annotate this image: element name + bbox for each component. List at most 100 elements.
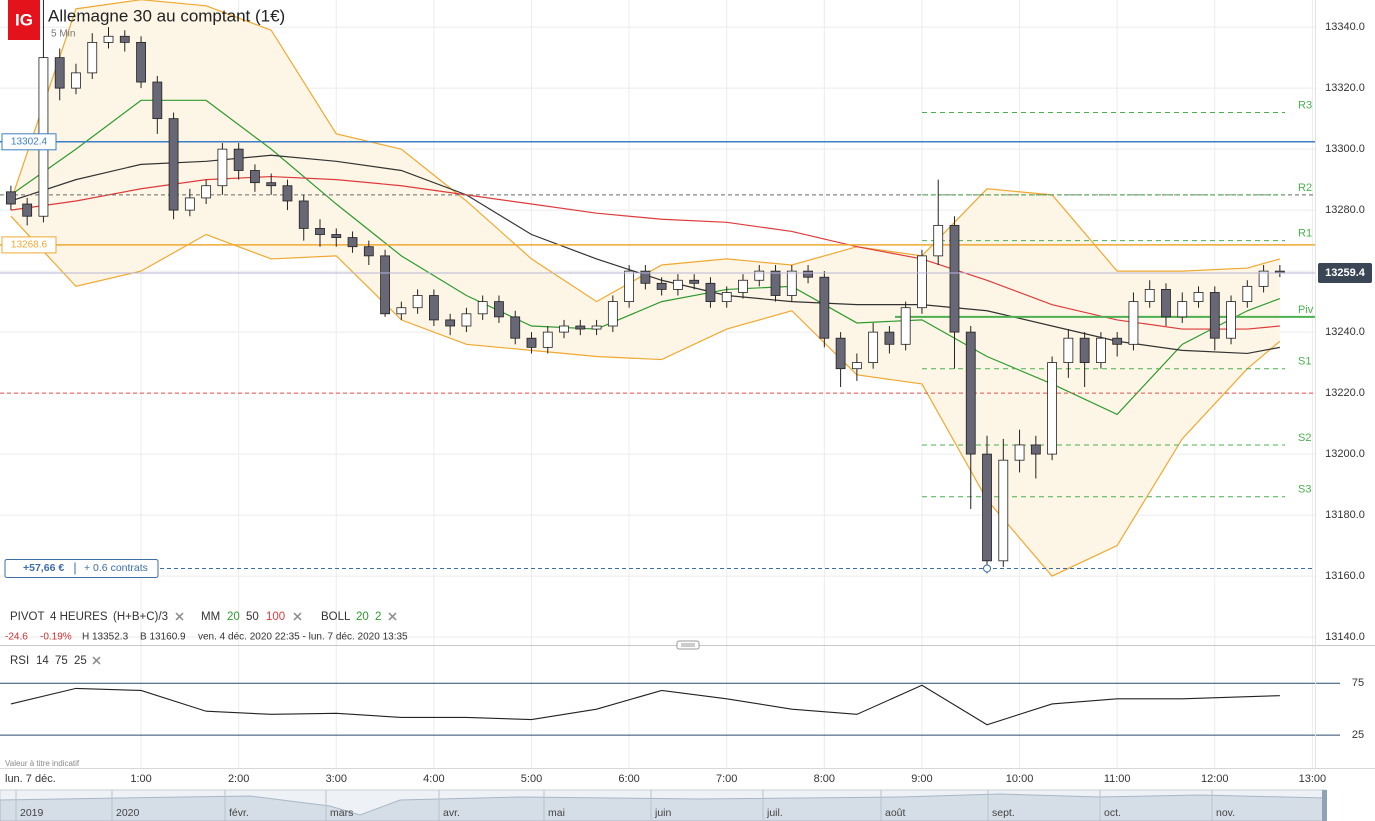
- candle-body: [71, 72, 81, 89]
- candle-body: [933, 224, 944, 257]
- rsi-tick-label: 75: [1352, 677, 1364, 689]
- candle-body: [22, 203, 33, 217]
- pivot-formula[interactable]: (H+B+C)/3: [113, 611, 168, 623]
- resize-handle[interactable]: [676, 640, 700, 650]
- pivot-label: S3: [1298, 484, 1311, 496]
- candle-body: [559, 325, 569, 333]
- candle-body: [380, 255, 390, 315]
- pivot-label: R2: [1298, 182, 1312, 194]
- navigator-label: 2020: [116, 807, 140, 819]
- candle-body: [331, 234, 342, 238]
- candle-body: [705, 282, 716, 303]
- candle-body: [1242, 285, 1253, 303]
- candle-body: [136, 41, 146, 83]
- candle-body: [184, 197, 195, 211]
- rsi-param[interactable]: 14: [36, 655, 49, 667]
- close-icon[interactable]: [92, 656, 101, 665]
- candle-body: [1193, 292, 1204, 303]
- x-tick-label: 3:00: [326, 773, 347, 785]
- price-tag-label: 13268.6: [11, 240, 48, 251]
- candle-body: [119, 35, 130, 43]
- candle-body: [884, 331, 895, 345]
- price-tag: [1, 236, 57, 254]
- y-tick-label: 13240.0: [1325, 326, 1365, 338]
- y-tick-label: 13300.0: [1325, 143, 1365, 155]
- candle-body: [266, 182, 277, 187]
- candle-body: [217, 148, 228, 187]
- candle-body: [770, 270, 781, 296]
- x-tick-label: 1:00: [130, 773, 151, 785]
- x-tick-label: 10:00: [1006, 773, 1034, 785]
- candle-body: [396, 307, 407, 315]
- close-icon[interactable]: [293, 612, 302, 621]
- instrument-title[interactable]: Allemagne 30 au comptant (1€): [48, 6, 285, 25]
- navigator-label: sept.: [992, 807, 1015, 819]
- navigator-handle: [1322, 790, 1327, 821]
- change: -24.6: [5, 632, 28, 643]
- candle-body: [803, 270, 813, 278]
- mm-label[interactable]: MM: [201, 611, 220, 623]
- x-tick-label: 9:00: [911, 773, 932, 785]
- candle-body: [721, 292, 732, 303]
- candle-body: [168, 118, 179, 211]
- x-tick-label: 5:00: [521, 773, 542, 785]
- logo-box: [8, 0, 40, 40]
- candle-body: [1014, 444, 1025, 461]
- x-tick-label: 12:00: [1201, 773, 1229, 785]
- navigator-label: juin: [654, 807, 672, 819]
- pivot-period[interactable]: 4 HEURES: [50, 611, 108, 623]
- candle-body: [477, 301, 488, 315]
- x-tick-label: 2:00: [228, 773, 249, 785]
- candle-body: [900, 307, 911, 345]
- x-tick-label: 7:00: [716, 773, 737, 785]
- candle-body: [982, 453, 992, 562]
- candle-body: [673, 279, 683, 290]
- interval[interactable]: 5 Min: [51, 29, 75, 40]
- date-range: ven. 4 déc. 2020 22:35 - lun. 7 déc. 202…: [198, 632, 408, 643]
- candle-body: [738, 279, 748, 293]
- candle-body: [640, 270, 651, 284]
- background-layer: [0, 0, 1340, 821]
- navigator-label: nov.: [1216, 807, 1235, 819]
- candle-body: [591, 325, 602, 330]
- mm-period[interactable]: 20: [227, 611, 240, 623]
- candle-body: [1063, 337, 1074, 364]
- rsi-param[interactable]: 25: [74, 655, 87, 667]
- last-price-tag: [1318, 262, 1372, 283]
- position-box: [4, 558, 159, 578]
- rsi-param[interactable]: 75: [55, 655, 68, 667]
- y-tick-label: 13180.0: [1325, 509, 1365, 521]
- candle-body: [949, 224, 960, 333]
- moving-average: [10, 175, 1280, 330]
- pivot-label: S1: [1298, 356, 1311, 368]
- candle-body: [298, 200, 309, 229]
- mm-period[interactable]: 50: [246, 611, 259, 623]
- plot-layer: [0, 0, 1315, 726]
- boll-param[interactable]: 20: [356, 611, 369, 623]
- navigator-label: juil.: [766, 807, 783, 819]
- y-tick-label: 13140.0: [1325, 631, 1365, 643]
- candle-body: [689, 279, 700, 284]
- pivot-label: Piv: [1298, 304, 1314, 316]
- close-icon[interactable]: [175, 612, 184, 621]
- candle-body: [851, 362, 862, 370]
- low: B 13160.9: [140, 632, 186, 643]
- mm-period[interactable]: 100: [266, 611, 285, 623]
- candle-body: [835, 337, 846, 370]
- y-tick-label: 13160.0: [1325, 570, 1365, 582]
- pivot-label: S2: [1298, 432, 1311, 444]
- candle-body: [87, 41, 98, 74]
- candle-body: [1112, 337, 1123, 345]
- close-icon[interactable]: [388, 612, 397, 621]
- candle-body: [819, 276, 830, 339]
- disclaimer: Valeur à titre indicatif: [5, 759, 80, 768]
- navigator-area: [0, 793, 1326, 821]
- boll-label[interactable]: BOLL: [321, 611, 351, 623]
- y-tick-label: 13200.0: [1325, 448, 1365, 460]
- pivot-label[interactable]: PIVOT: [10, 611, 45, 623]
- rsi-label[interactable]: RSI: [10, 655, 29, 667]
- boll-param[interactable]: 2: [375, 611, 381, 623]
